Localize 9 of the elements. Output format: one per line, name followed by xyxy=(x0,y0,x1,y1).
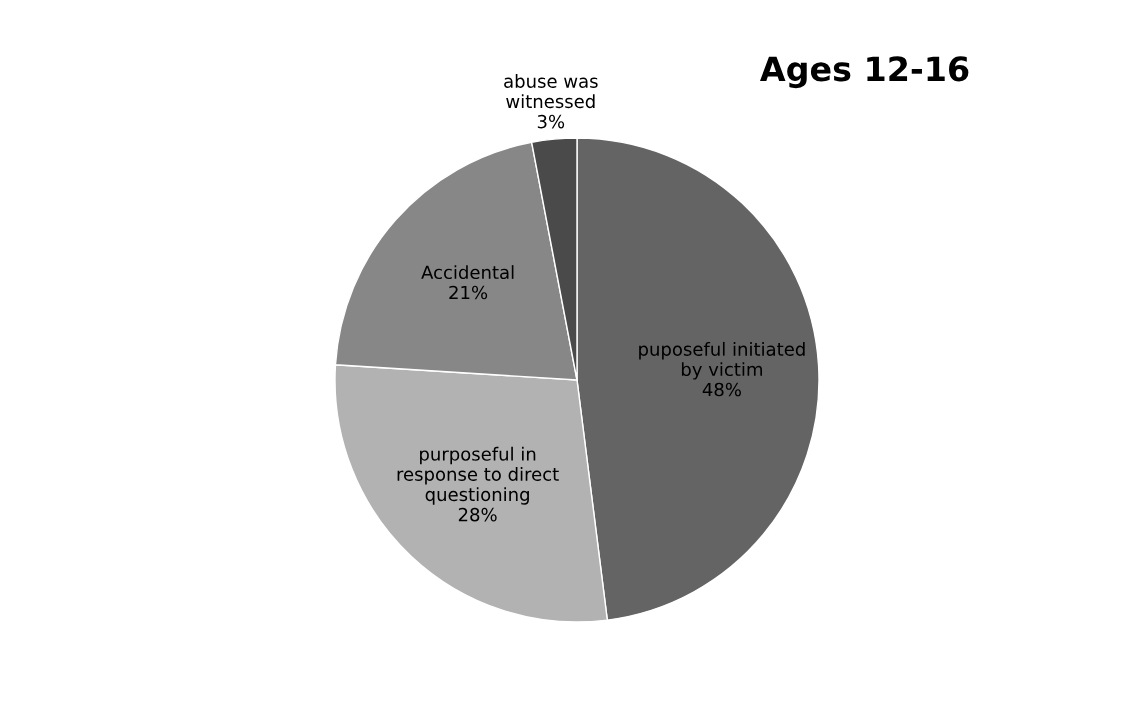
data-label: 48% xyxy=(702,382,741,397)
slice-label: puposeful initiated by victim xyxy=(639,341,805,380)
slice-label: Accidental xyxy=(421,265,514,280)
data-label: 28% xyxy=(458,507,497,522)
chart-title: Ages 12-16 xyxy=(760,56,969,89)
slice-label: purposeful in response to direct questioning xyxy=(397,446,559,505)
slice-label: abuse was witnessed xyxy=(504,73,598,109)
data-label: 21% xyxy=(449,285,488,300)
data-label: 3% xyxy=(537,114,565,129)
